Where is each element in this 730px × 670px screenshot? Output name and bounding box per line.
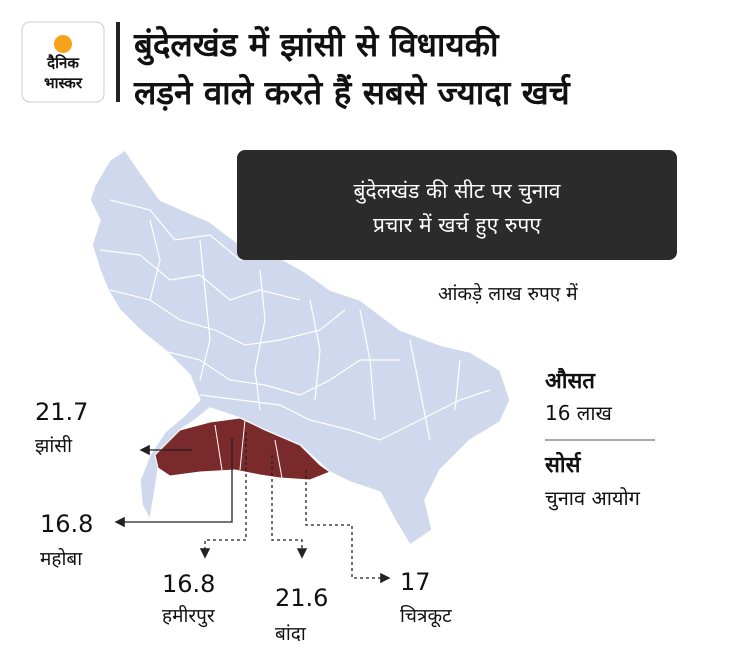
district-value: 21.6 [275, 584, 328, 612]
district-borders [99, 199, 491, 441]
title: लड़ने वाले करते हैं सबसे ज्यादा खर्च [133, 73, 572, 112]
average-label: औसत [545, 367, 596, 394]
bundelkhand-region [154, 417, 332, 481]
source-value: चुनाव आयोग [545, 486, 641, 511]
district-name: झांसी [35, 434, 73, 457]
source-label: सोर्स [544, 451, 582, 478]
average-value: 16 लाख [545, 401, 613, 425]
state-map [89, 148, 511, 547]
district-name: हमीरपुर [162, 604, 216, 628]
leader-lines [114, 432, 391, 584]
district-value: 16.8 [40, 510, 93, 538]
logo-line1: दैनिक [46, 54, 80, 72]
logo-line2: भास्कर [44, 74, 83, 92]
subtitle: प्रचार में खर्च हुए रुपए [373, 213, 541, 239]
subtitle-box [237, 150, 677, 260]
district-value: 21.7 [35, 398, 88, 426]
subtitle: बुंदेलखंड की सीट पर चुनाव [354, 179, 561, 204]
district-value: 17 [400, 568, 431, 596]
unit-note: आंकड़े लाख रुपए में [438, 282, 578, 305]
district-value: 16.8 [162, 570, 215, 598]
district-name: चित्रकूट [400, 604, 452, 628]
logo-box [21, 21, 105, 103]
logo-sun [54, 35, 72, 53]
district-name: महोबा [40, 547, 83, 570]
title: बुंदेलखंड में झांसी से विधायकी [133, 25, 500, 66]
district-name: बांदा [275, 623, 307, 645]
title-bar [116, 22, 120, 102]
